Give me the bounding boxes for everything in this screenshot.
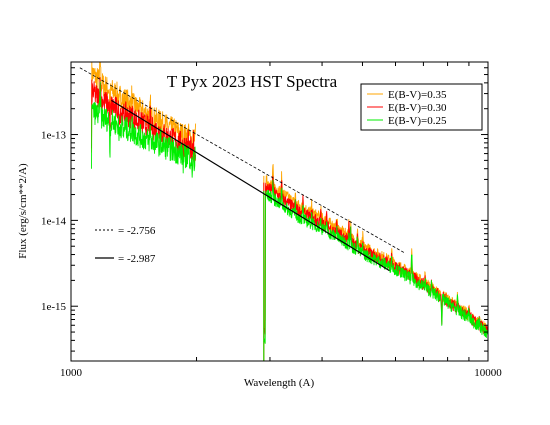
spectrum-line-series-2-segment-0 bbox=[91, 81, 197, 178]
y-axis-label: Flux (erg/s/cm**2/A) bbox=[17, 163, 29, 259]
y-tick-label: 1e-15 bbox=[41, 301, 67, 313]
spectrum-line-series-1-segment-0 bbox=[91, 76, 197, 167]
x-axis-label: Wavelength (A) bbox=[244, 377, 315, 389]
x-tick-label: 1000 bbox=[60, 367, 83, 379]
legend-label-ebv-035: E(B-V)=0.35 bbox=[388, 89, 447, 101]
legend-label-ebv-030: E(B-V)=0.30 bbox=[388, 102, 447, 114]
chart-title: T Pyx 2023 HST Spectra bbox=[167, 72, 338, 91]
y-tick-label: 1e-13 bbox=[41, 130, 67, 142]
plot-frame bbox=[70, 61, 489, 362]
y-axis-ticks: 1e-15 1e-14 1e-13 bbox=[41, 61, 488, 352]
x-axis-ticks: 1000 10000 bbox=[60, 62, 502, 379]
fit-annotations: = -2.756 = -2.987 bbox=[95, 225, 156, 265]
fit-label-solid: = -2.987 bbox=[118, 253, 156, 265]
spectrum-line-series-0-segment-0 bbox=[91, 62, 197, 160]
spectrum-line-series-2-segment-1 bbox=[263, 179, 488, 344]
fit-label-dashed: = -2.756 bbox=[118, 225, 156, 237]
x-tick-label: 10000 bbox=[474, 367, 502, 379]
power-law-fit-dashed bbox=[79, 67, 405, 254]
power-law-fit-solid bbox=[111, 99, 390, 272]
plot-series-group bbox=[91, 62, 488, 361]
power-law-fit-group bbox=[79, 67, 405, 272]
y-tick-label: 1e-14 bbox=[41, 215, 67, 227]
legend-label-ebv-025: E(B-V)=0.25 bbox=[388, 115, 447, 127]
legend: E(B-V)=0.35 E(B-V)=0.30 E(B-V)=0.25 bbox=[360, 83, 483, 131]
